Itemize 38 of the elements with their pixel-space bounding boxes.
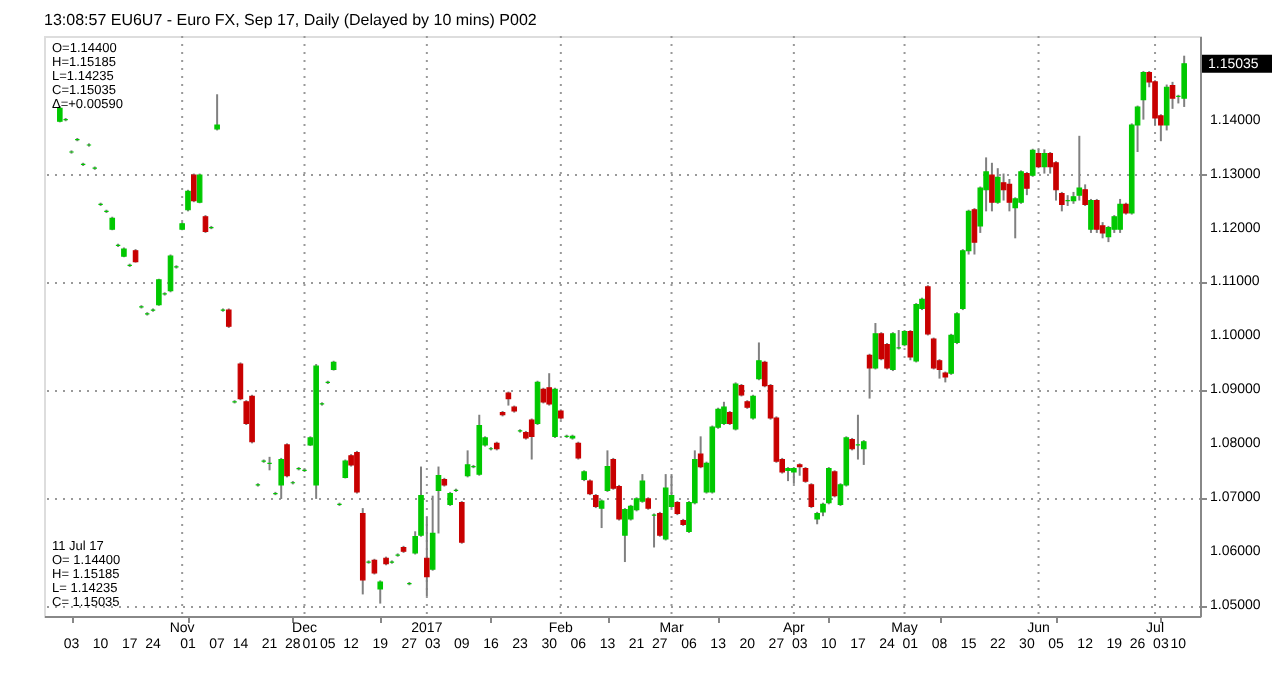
candlestick [196, 172, 203, 205]
candlestick [604, 449, 611, 493]
candlestick [907, 329, 914, 362]
candlestick [214, 93, 220, 132]
chart-title: 13:08:57 EU6U7 - Euro FX, Sep 17, Daily (Delayed by 10 mins) P002 [44, 11, 538, 29]
candlestick [225, 307, 232, 329]
candlestick [808, 482, 815, 510]
candlestick [377, 579, 384, 605]
candlestick [249, 393, 255, 445]
candlestick [930, 336, 937, 371]
candlestick [1035, 148, 1042, 170]
candlestick [831, 469, 838, 499]
candlestick [750, 393, 756, 421]
candlestick [1041, 148, 1048, 175]
candlestick [890, 331, 896, 373]
candlestick [1076, 134, 1083, 202]
candlestick [156, 277, 162, 307]
candlestick [971, 207, 978, 256]
candlestick [925, 284, 931, 337]
candlestick [237, 361, 244, 402]
candlestick [1117, 197, 1123, 234]
candlestick [721, 400, 727, 426]
candlestick [756, 341, 762, 382]
candlestick [458, 500, 465, 545]
candlestick [464, 449, 471, 479]
candlestick [826, 466, 832, 506]
candlestick [989, 161, 995, 213]
candlestick [167, 253, 174, 294]
candlestick [354, 449, 360, 495]
candlestick [598, 498, 605, 530]
candlestick [1093, 197, 1100, 234]
candlestick [994, 167, 1001, 205]
candlestick [1053, 160, 1059, 202]
candlestick [191, 172, 197, 204]
candlestick [639, 473, 646, 504]
candlestick [878, 331, 885, 362]
candlestick [732, 381, 739, 432]
candlestick [1181, 54, 1187, 108]
